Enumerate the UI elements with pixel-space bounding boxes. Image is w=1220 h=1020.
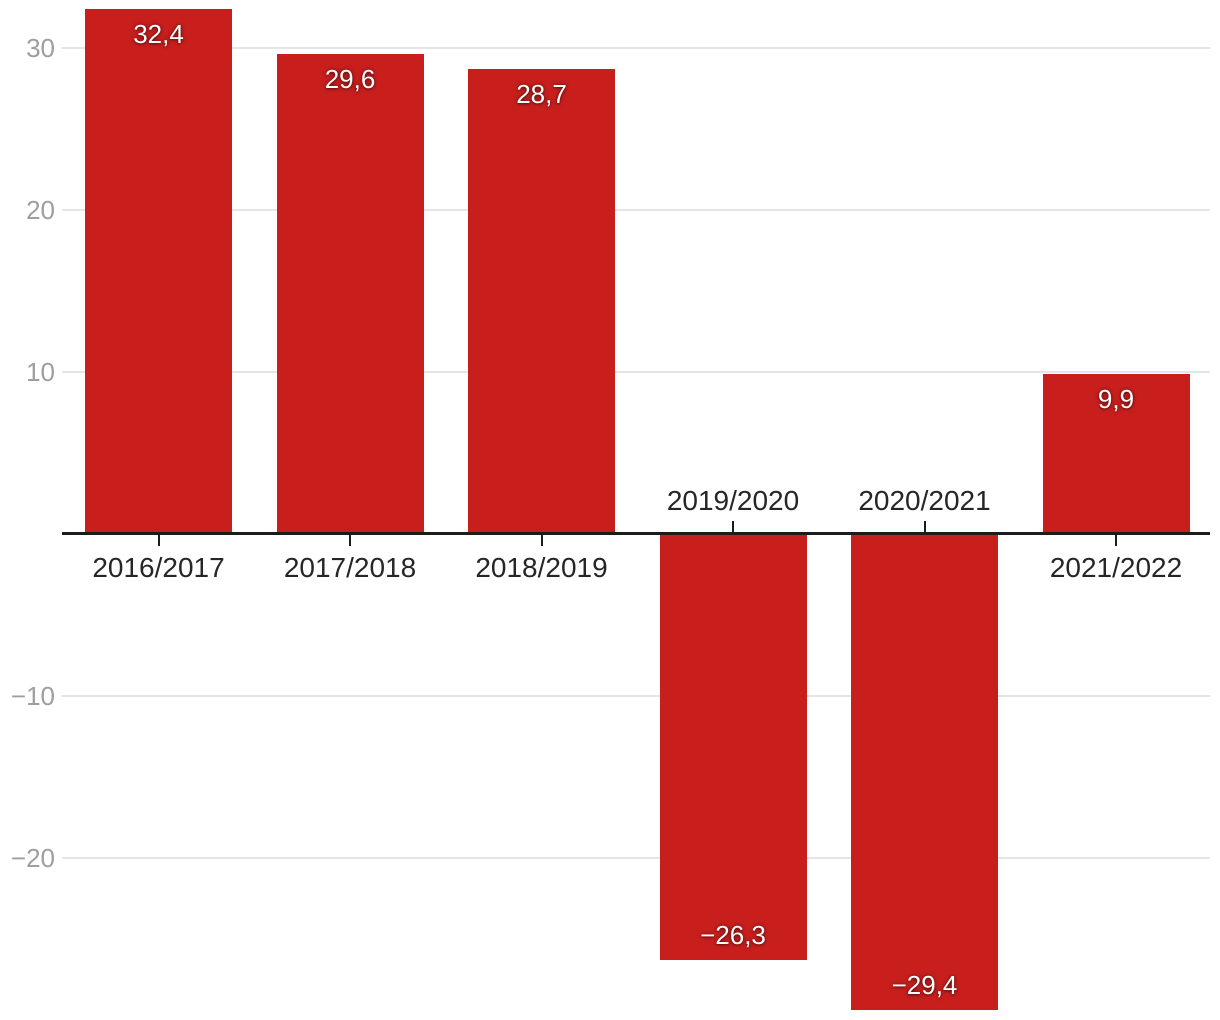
bar-value-label: 32,4 — [133, 19, 184, 50]
axis-tick — [923, 521, 926, 533]
bar-value-label: −26,3 — [700, 920, 766, 951]
y-tick-label: −20 — [10, 843, 55, 873]
y-tick-label: 10 — [26, 357, 55, 387]
category-label: 2019/2020 — [666, 485, 800, 516]
bar-value-label: 9,9 — [1097, 383, 1135, 414]
axis-tick — [349, 534, 351, 546]
axis-tick — [1115, 534, 1117, 546]
category-label: 2017/2018 — [283, 552, 417, 583]
category-label: 2020/2021 — [858, 485, 991, 516]
y-tick-label: −10 — [10, 681, 55, 711]
x-axis-line — [62, 531, 1210, 535]
category-label: 2021/2022 — [1049, 552, 1183, 583]
axis-tick — [732, 521, 734, 533]
bar-value-label: 28,7 — [516, 79, 567, 110]
gridline — [62, 695, 1210, 697]
bar-value-label: 29,6 — [324, 64, 376, 95]
bar — [659, 534, 807, 961]
y-tick-label: 30 — [26, 33, 55, 63]
y-tick-label: 20 — [26, 195, 55, 225]
bar-value-label: −29,4 — [891, 970, 958, 1001]
bar — [1042, 373, 1190, 534]
axis-tick — [157, 534, 160, 546]
gridline — [62, 47, 1210, 49]
bar — [851, 534, 998, 1011]
gridline — [62, 371, 1210, 373]
bar — [468, 69, 615, 534]
bar — [276, 54, 424, 534]
category-label: 2016/2017 — [92, 552, 225, 583]
bar — [85, 9, 232, 534]
category-label: 2018/2019 — [475, 552, 608, 583]
gridline — [62, 857, 1210, 859]
gridline — [62, 209, 1210, 211]
axis-tick — [540, 534, 543, 546]
